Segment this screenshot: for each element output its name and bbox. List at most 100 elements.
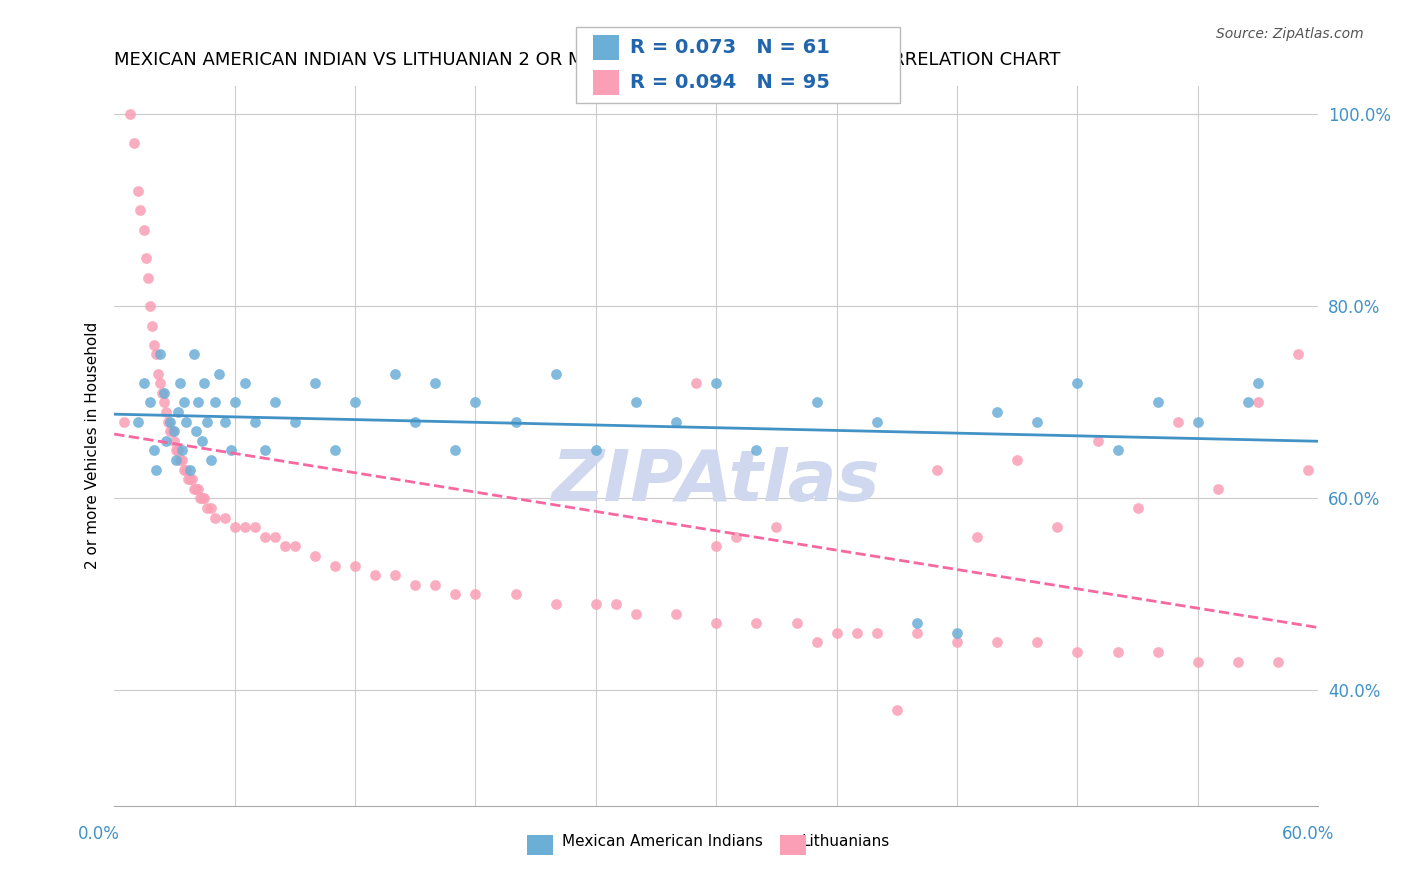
Point — [150, 385, 173, 400]
Point — [605, 597, 627, 611]
Point — [191, 434, 214, 448]
Point — [179, 472, 201, 486]
Point — [143, 443, 166, 458]
Point — [425, 578, 447, 592]
Point — [384, 367, 406, 381]
Point — [745, 616, 768, 631]
Point — [179, 462, 201, 476]
Point — [233, 520, 256, 534]
Point — [1167, 415, 1189, 429]
Point — [145, 462, 167, 476]
Point — [1187, 655, 1209, 669]
Point — [1107, 443, 1129, 458]
Point — [404, 415, 426, 429]
Point — [725, 530, 748, 544]
Point — [172, 453, 194, 467]
Point — [1286, 347, 1309, 361]
Point — [224, 395, 246, 409]
Point — [186, 424, 208, 438]
Point — [173, 395, 195, 409]
Point — [1046, 520, 1069, 534]
Point — [1206, 482, 1229, 496]
Point — [136, 270, 159, 285]
Point — [1026, 635, 1049, 649]
Point — [155, 434, 177, 448]
Point — [704, 540, 727, 554]
Point — [173, 462, 195, 476]
Point — [986, 405, 1008, 419]
Point — [200, 500, 222, 515]
Point — [1066, 645, 1088, 659]
Point — [544, 597, 567, 611]
Point — [190, 491, 212, 506]
Point — [585, 597, 607, 611]
Point — [464, 587, 486, 601]
Point — [263, 395, 285, 409]
Point — [243, 415, 266, 429]
Point — [343, 395, 366, 409]
Point — [193, 376, 215, 391]
Point — [1146, 395, 1168, 409]
Point — [169, 376, 191, 391]
Point — [139, 395, 162, 409]
Point — [284, 540, 307, 554]
Point — [193, 491, 215, 506]
Point — [986, 635, 1008, 649]
Point — [219, 443, 242, 458]
Point — [263, 530, 285, 544]
Point — [187, 395, 209, 409]
Point — [925, 462, 948, 476]
Point — [127, 184, 149, 198]
Point — [866, 625, 889, 640]
Point — [224, 520, 246, 534]
Point — [1007, 453, 1029, 467]
Point — [866, 415, 889, 429]
Point — [624, 607, 647, 621]
Point — [343, 558, 366, 573]
Point — [444, 443, 467, 458]
Point — [207, 367, 229, 381]
Point — [214, 415, 236, 429]
Point — [176, 415, 198, 429]
Point — [204, 510, 226, 524]
Point — [195, 415, 218, 429]
Point — [704, 376, 727, 391]
Point — [176, 462, 198, 476]
Point — [149, 347, 172, 361]
Text: ZIPAtlas: ZIPAtlas — [553, 447, 880, 516]
Point — [134, 376, 156, 391]
Text: 0.0%: 0.0% — [77, 825, 120, 843]
Point — [825, 625, 848, 640]
Point — [585, 443, 607, 458]
Point — [806, 635, 828, 649]
Point — [1066, 376, 1088, 391]
Point — [129, 203, 152, 218]
Point — [1237, 395, 1260, 409]
Text: Lithuanians: Lithuanians — [801, 834, 890, 848]
Point — [1087, 434, 1109, 448]
Point — [1296, 462, 1319, 476]
Point — [159, 424, 181, 438]
Point — [149, 376, 172, 391]
Point — [214, 510, 236, 524]
Point — [946, 625, 969, 640]
Point — [1227, 655, 1250, 669]
Point — [187, 482, 209, 496]
Point — [845, 625, 868, 640]
Point — [153, 385, 176, 400]
Point — [425, 376, 447, 391]
Point — [157, 415, 180, 429]
Point — [1247, 395, 1270, 409]
Text: 60.0%: 60.0% — [1281, 825, 1334, 843]
Point — [163, 434, 186, 448]
Point — [665, 607, 688, 621]
Point — [364, 568, 387, 582]
Point — [464, 395, 486, 409]
Point — [704, 616, 727, 631]
Point — [966, 530, 988, 544]
Point — [544, 367, 567, 381]
Point — [177, 472, 200, 486]
Point — [191, 491, 214, 506]
Point — [155, 405, 177, 419]
Text: R = 0.094   N = 95: R = 0.094 N = 95 — [630, 73, 830, 93]
